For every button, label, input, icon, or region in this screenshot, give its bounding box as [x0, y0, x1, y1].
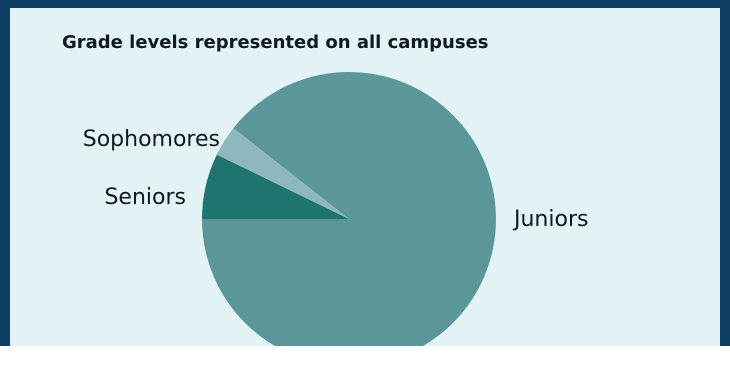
pie-chart: Juniors Seniors Sophomores — [83, 72, 589, 346]
chart-title: Grade levels represented on all campuses — [62, 32, 489, 53]
chart-panel: Grade levels represented on all campuses… — [10, 8, 720, 346]
pie-labels: Juniors Seniors Sophomores — [83, 127, 589, 232]
slice-label-sophomores: Sophomores — [83, 127, 220, 152]
slice-label-juniors: Juniors — [512, 207, 588, 232]
pie-slice-seniors — [216, 128, 349, 219]
slice-label-seniors: Seniors — [104, 185, 186, 210]
pie-slice-juniors — [202, 72, 496, 346]
bottom-strip — [0, 346, 730, 377]
pie-slice-sophomores — [202, 154, 349, 219]
pie-slices — [202, 72, 496, 346]
